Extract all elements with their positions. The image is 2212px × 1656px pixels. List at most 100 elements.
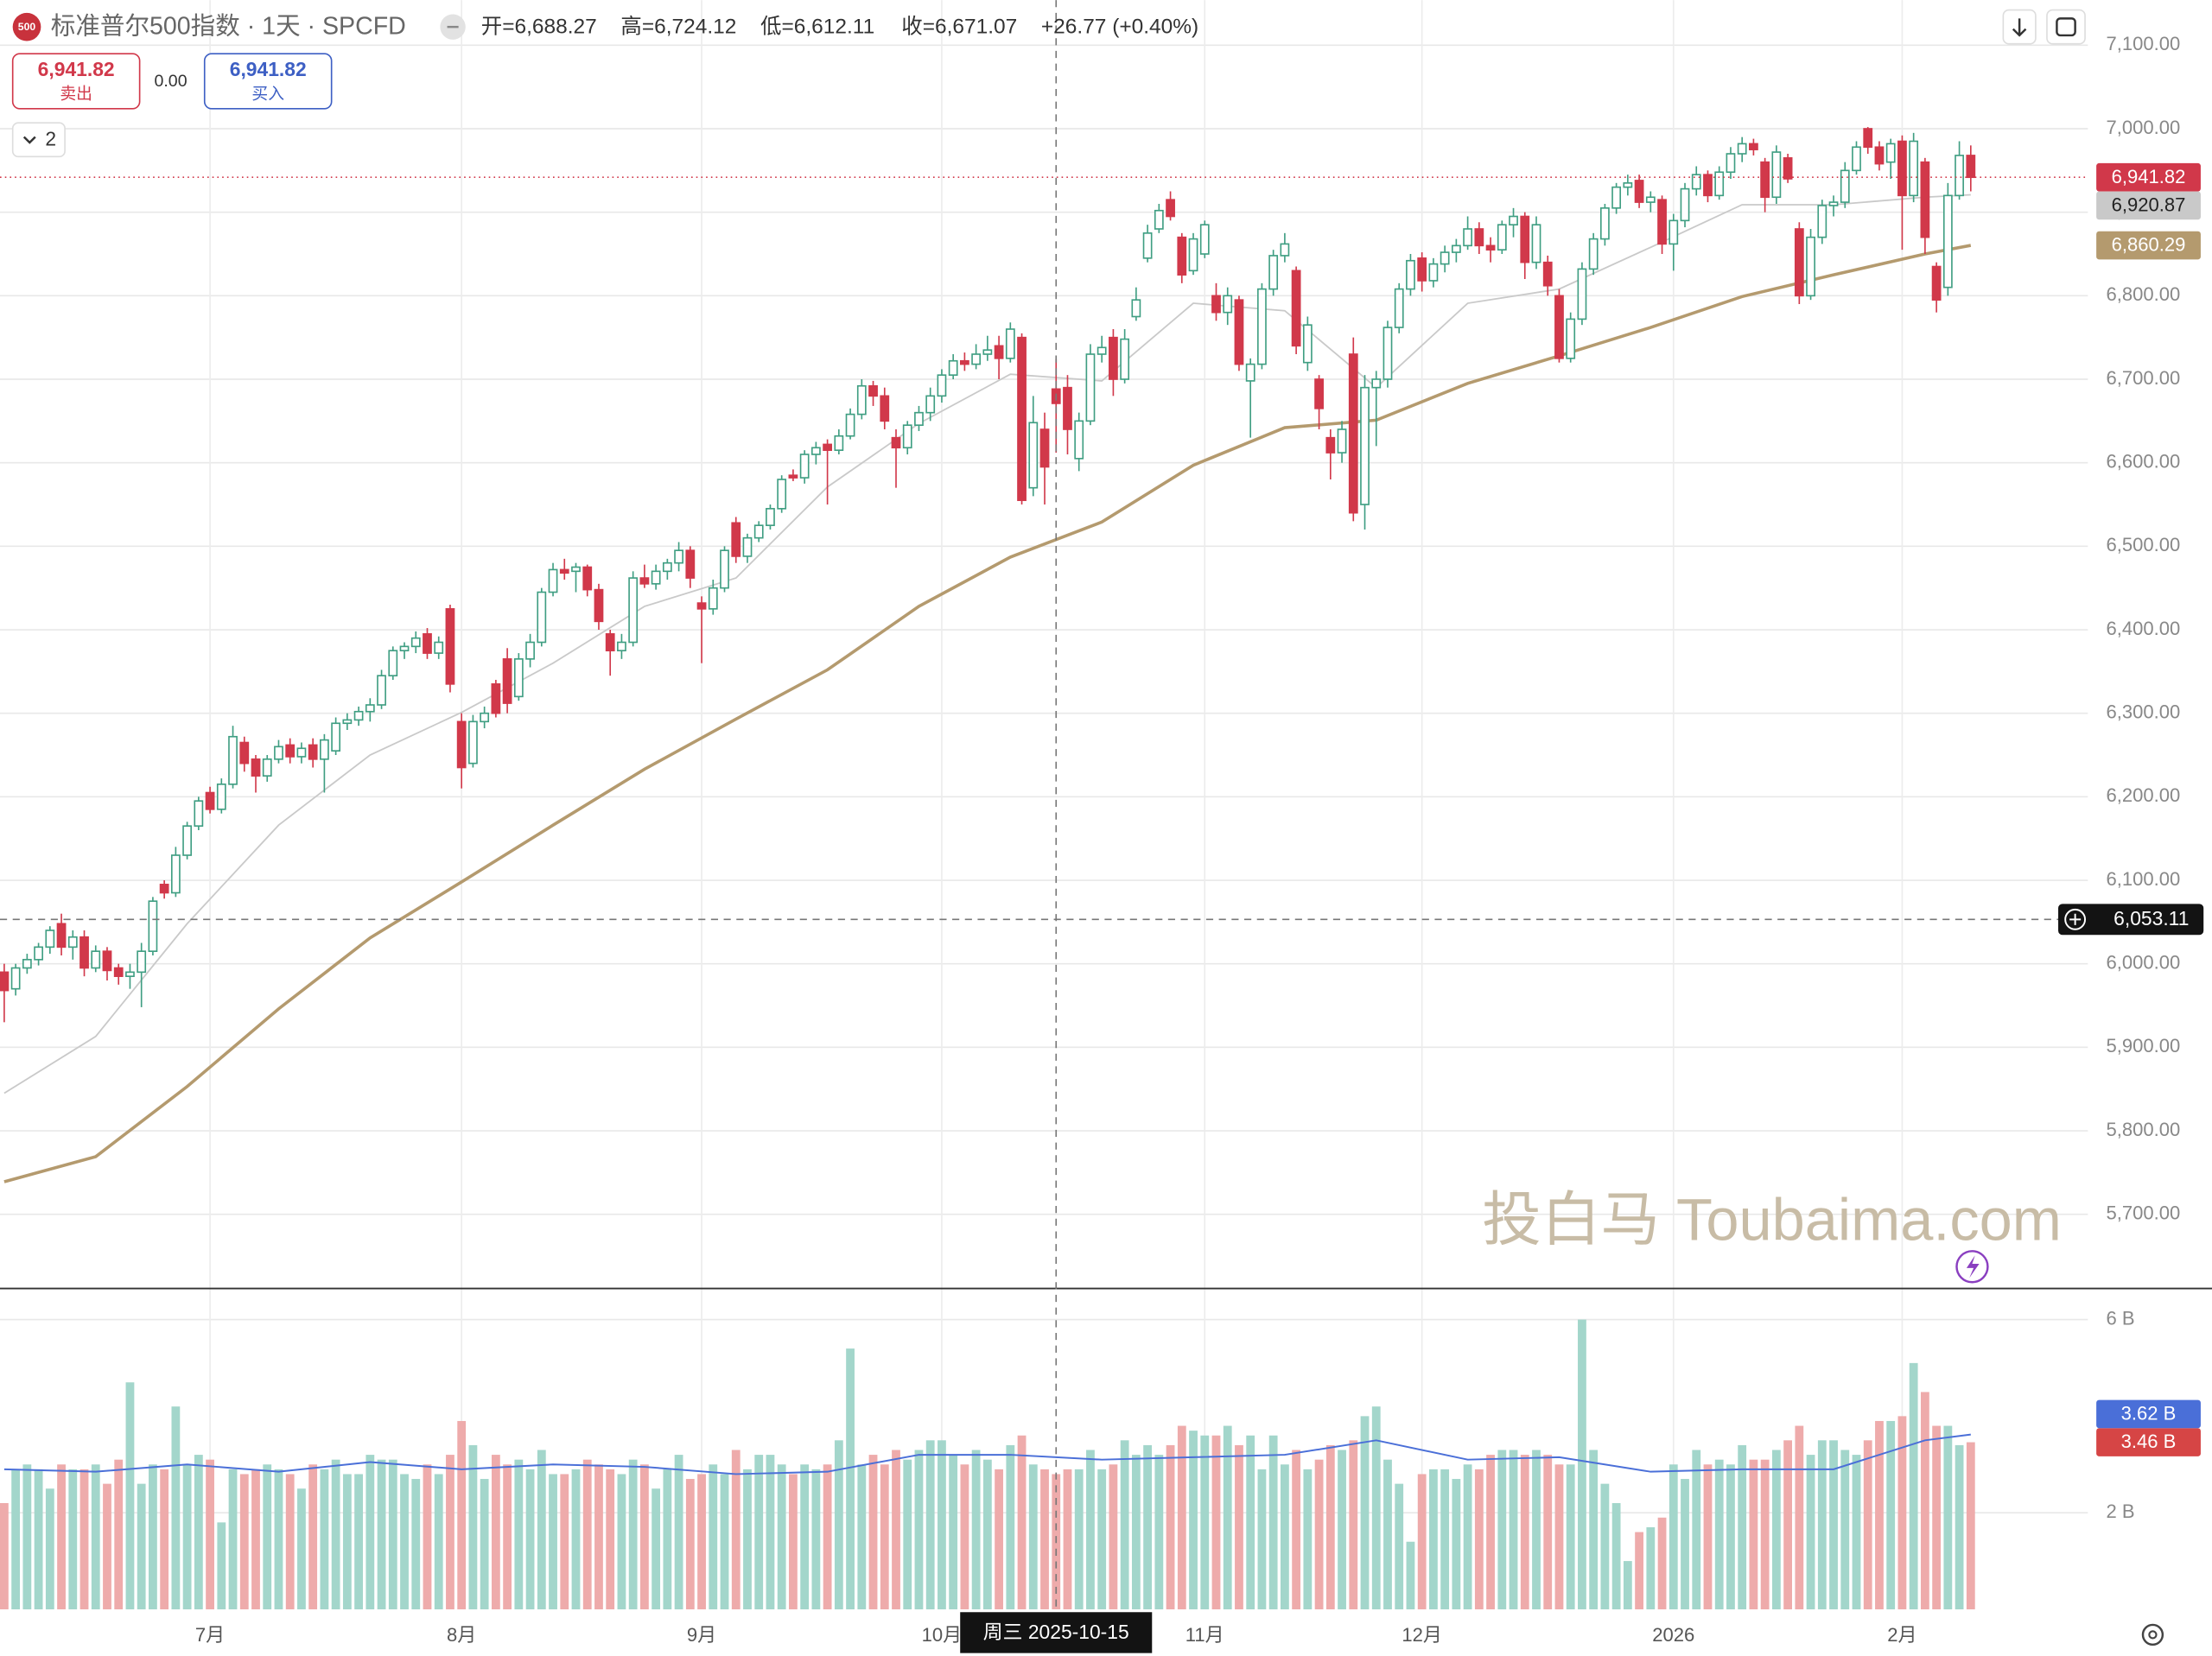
volume-bar [171, 1406, 181, 1609]
candle-body [1771, 151, 1782, 199]
volume-bar [1223, 1425, 1232, 1609]
candle-body [285, 744, 296, 758]
lightning-icon[interactable] [1955, 1250, 1989, 1284]
candle-body [559, 568, 569, 574]
candle-body [91, 950, 101, 969]
candle-body [1942, 194, 1953, 289]
volume-bar [103, 1483, 111, 1609]
volume-bar [1303, 1469, 1313, 1609]
candle-body [1428, 263, 1439, 282]
volume-bar [468, 1444, 478, 1609]
candle-body [777, 479, 787, 510]
volume-bar [1852, 1455, 1861, 1609]
candle-body [137, 950, 147, 974]
candle-body [1577, 268, 1587, 320]
candle-body [1600, 207, 1610, 240]
volume-bar [1280, 1464, 1289, 1609]
candle-body [468, 720, 478, 765]
candle-body [308, 744, 318, 760]
buy-button[interactable] [203, 53, 333, 110]
candle-body [766, 508, 775, 526]
fullscreen-button[interactable] [2046, 9, 2086, 45]
volume-bar [1840, 1450, 1850, 1609]
moving-average [3, 194, 1971, 1094]
indicator-count: 2 [45, 128, 56, 150]
volume-bar [903, 1459, 912, 1609]
candle-body [1131, 299, 1141, 318]
candle-body [399, 645, 410, 651]
volume-bar [1749, 1459, 1758, 1609]
candle-body [628, 577, 639, 644]
candle-body [525, 641, 535, 660]
volume-bar [1235, 1444, 1243, 1609]
candle-body [1063, 386, 1072, 430]
candle-body [1554, 295, 1564, 359]
volume-bar [960, 1464, 969, 1609]
candle-body [788, 474, 798, 479]
volume-bar [297, 1488, 306, 1609]
candle-body [1028, 422, 1039, 489]
x-tick-label: 7月 [195, 1624, 225, 1646]
candle-body [1257, 288, 1267, 365]
candle-body [1360, 386, 1370, 505]
candle-body [159, 884, 169, 894]
volume-bar [217, 1522, 226, 1609]
quote-item: 开=6,688.27 [481, 15, 597, 38]
volume-bar [320, 1469, 329, 1609]
candle-body [1074, 420, 1084, 460]
settings-button[interactable] [2141, 1623, 2164, 1646]
add-alert-glyph [2069, 913, 2082, 925]
x-tick-label: 8月 [447, 1624, 476, 1646]
candle-body [994, 345, 1004, 359]
quote-item: 高=6,724.12 [620, 14, 736, 38]
volume-label-box [2096, 1399, 2201, 1429]
volume-bar [1863, 1440, 1872, 1609]
x-tick-label: 12月 [1402, 1624, 1442, 1646]
candle-body [1634, 180, 1644, 203]
volume-bar [628, 1459, 638, 1609]
volume-bar [800, 1464, 810, 1609]
candle-body [1451, 244, 1461, 253]
candle-body [1806, 236, 1815, 297]
volume-bar [285, 1474, 295, 1609]
volume-bar [709, 1464, 718, 1609]
x-tick-label: 10月 [922, 1624, 963, 1646]
price-label-box [2096, 231, 2201, 260]
volume-bar [582, 1459, 592, 1609]
quote-item: 低=6,612.11 [760, 14, 874, 38]
y-tick-label: 6,600.00 [2107, 450, 2181, 472]
volume-bar [766, 1455, 775, 1609]
candle-body [799, 454, 810, 479]
indicator-toggle[interactable] [11, 122, 66, 158]
y-tick-label: 7,000.00 [2107, 117, 2181, 138]
volume-bar [194, 1455, 203, 1609]
volume-bar [639, 1464, 649, 1609]
volume-bar [1886, 1420, 1896, 1609]
candle-body [22, 959, 32, 969]
volume-bar [594, 1464, 603, 1609]
volume-bar [354, 1474, 363, 1609]
candle-body [1760, 161, 1770, 199]
candle-body [342, 719, 353, 725]
candle-body [194, 800, 204, 827]
y-tick-label: 7,100.00 [2107, 33, 2181, 54]
candle-body [1382, 327, 1393, 380]
volume-bar [606, 1469, 615, 1609]
candle-body [1325, 436, 1336, 454]
volume-bar [11, 1469, 21, 1609]
volume-bar [137, 1483, 146, 1609]
candle-body [423, 633, 432, 654]
volume-bar [880, 1464, 889, 1609]
volume-bar [949, 1455, 958, 1609]
candle-body [331, 722, 341, 752]
candle-body [113, 967, 124, 977]
candle-body [1120, 338, 1130, 380]
volume-bar [434, 1474, 443, 1609]
candle-body [102, 950, 112, 972]
volume-bar [617, 1474, 626, 1609]
sell-button[interactable] [11, 53, 141, 110]
candle-body [1749, 143, 1758, 150]
y-tick-label: 6,500.00 [2107, 534, 2181, 555]
